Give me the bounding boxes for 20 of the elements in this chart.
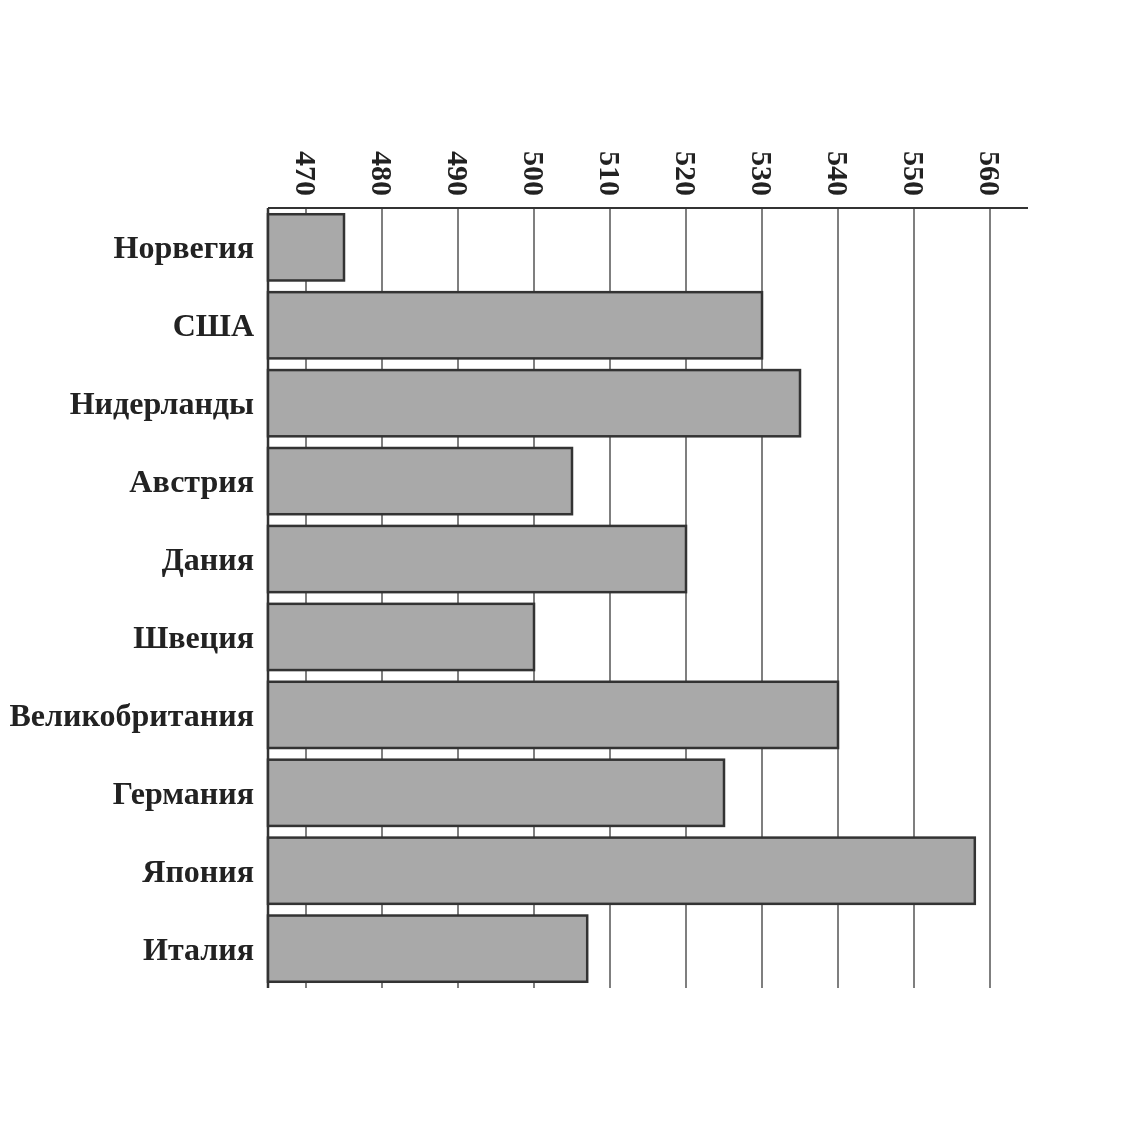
- y-tick-label: Германия: [112, 774, 254, 811]
- x-tick-label: 540: [821, 151, 855, 196]
- x-tick-label: 550: [897, 151, 931, 196]
- y-tick-label: Австрия: [129, 463, 254, 500]
- y-tick-label: Швеция: [133, 618, 254, 655]
- y-tick-label: США: [172, 307, 254, 344]
- x-tick-label: 520: [669, 151, 703, 196]
- x-tick-label: 530: [745, 151, 779, 196]
- x-tick-label: 510: [593, 151, 627, 196]
- y-tick-label: Италия: [143, 930, 254, 967]
- x-tick-label: 470: [289, 151, 323, 196]
- y-tick-label: Нидерланды: [69, 385, 255, 422]
- x-tick-label: 490: [441, 151, 475, 196]
- x-tick-label: 480: [365, 151, 399, 196]
- y-tick-label: Великобритания: [9, 696, 254, 733]
- y-tick-label: Дания: [161, 541, 254, 578]
- y-tick-label: Норвегия: [113, 229, 254, 266]
- x-tick-label: 500: [517, 151, 551, 196]
- y-tick-label: Япония: [142, 852, 254, 889]
- x-tick-label: 560: [973, 151, 1007, 196]
